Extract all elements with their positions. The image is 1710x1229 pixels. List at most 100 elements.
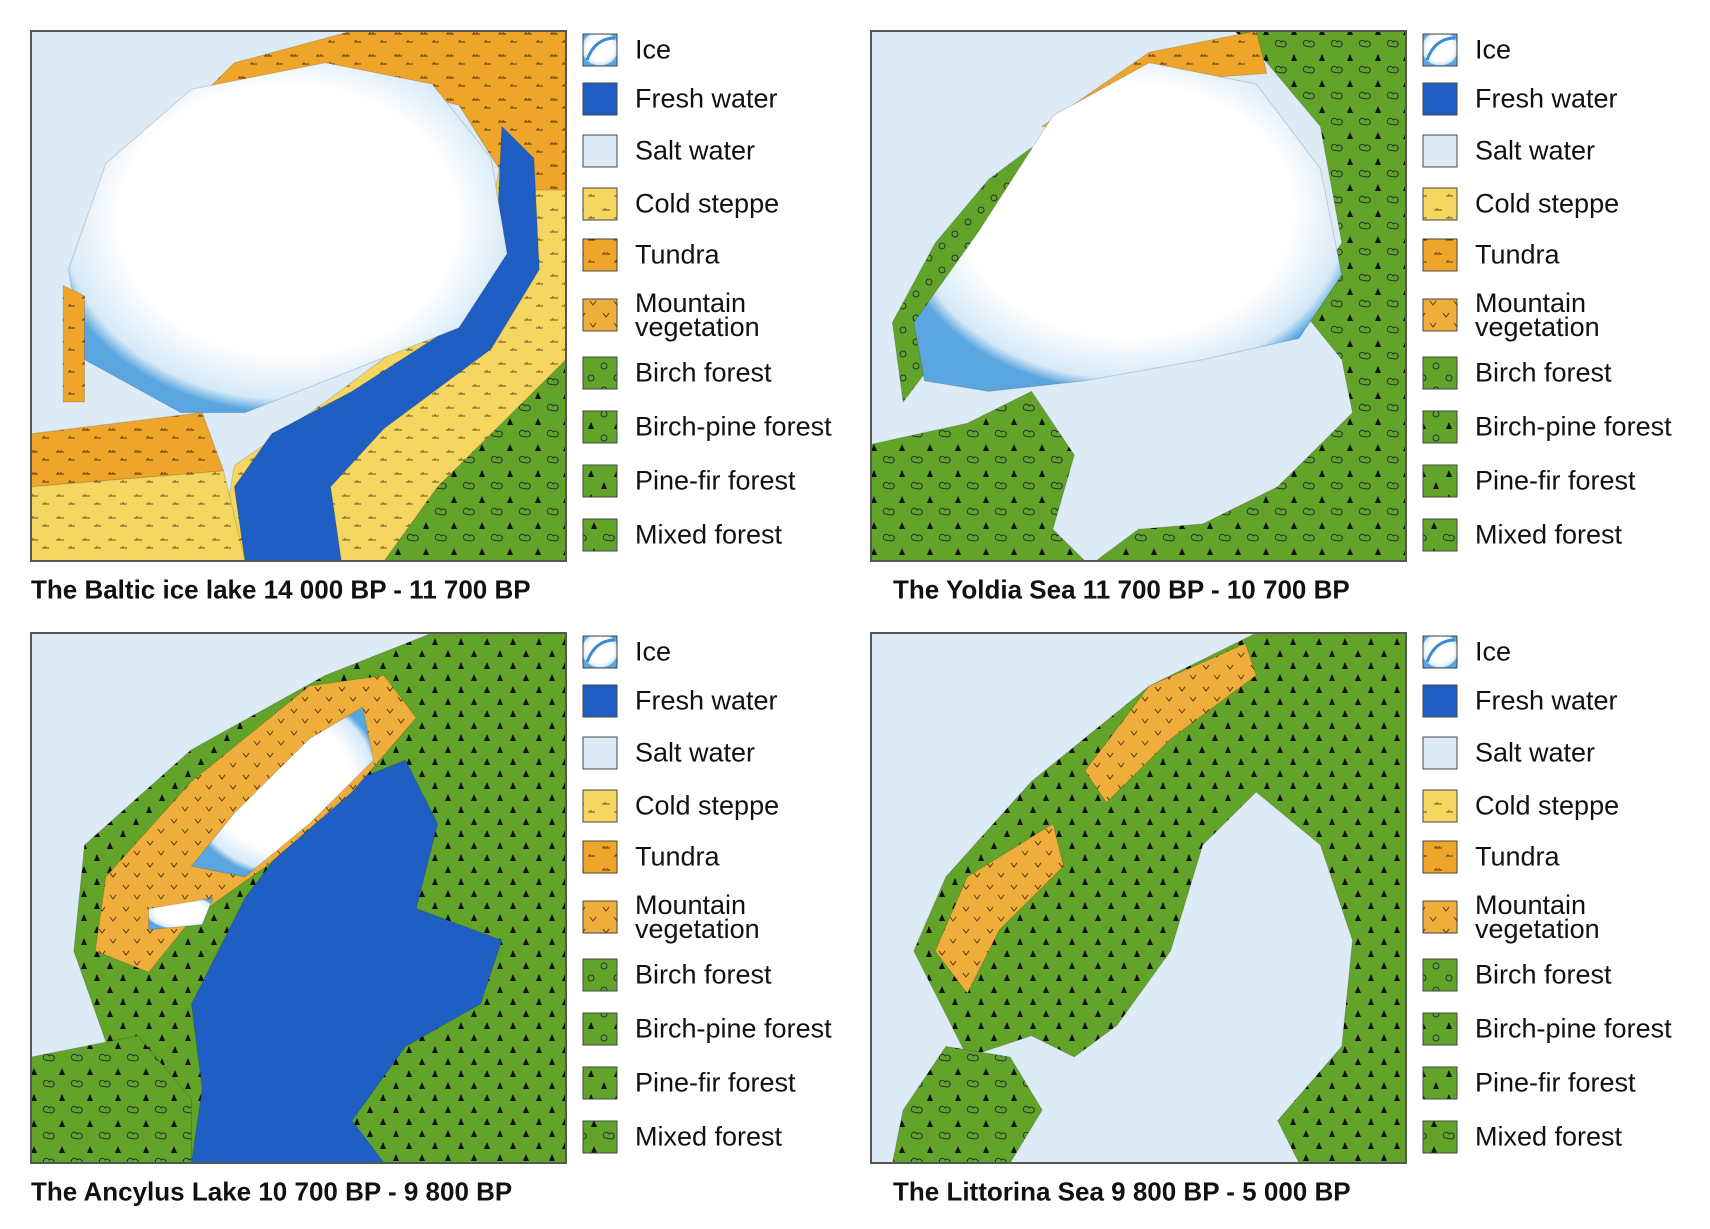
legend-swatch [1422, 356, 1458, 390]
legend-label: Birch forest [1475, 357, 1612, 388]
legend-swatch [582, 1066, 618, 1100]
legend-label: Birch-pine forest [635, 411, 832, 442]
legend-label: Birch-pine forest [1475, 1013, 1672, 1044]
legend-label: Birch-pine forest [635, 1013, 832, 1044]
legend-label: Tundra [635, 841, 720, 872]
panel-caption: The Littorina Sea 9 800 BP - 5 000 BP [893, 1176, 1351, 1207]
legend-swatch [582, 134, 618, 168]
legend-label: Fresh water [1475, 685, 1618, 716]
map-region [67, 62, 508, 414]
legend-swatch [1422, 958, 1458, 992]
legend-swatch [1422, 518, 1458, 552]
legend-swatch [1422, 187, 1458, 221]
legend-swatch [582, 356, 618, 390]
map-frame [870, 30, 1407, 562]
legend-label: Fresh water [1475, 83, 1618, 114]
legend-swatch [1422, 238, 1458, 272]
panel-caption: The Ancylus Lake 10 700 BP - 9 800 BP [31, 1176, 513, 1207]
map-region [62, 284, 85, 403]
legend-swatch [582, 736, 618, 770]
map-region [1084, 642, 1257, 804]
legend-swatch [1422, 134, 1458, 168]
legend-swatch [582, 1120, 618, 1154]
legend-swatch [1422, 789, 1458, 823]
legend-swatch [582, 1012, 618, 1046]
legend-label: Ice [1475, 636, 1512, 667]
legend-label: Cold steppe [1475, 188, 1620, 219]
legend-swatch [582, 684, 618, 718]
legend-label: Cold steppe [1475, 790, 1620, 821]
legend-label: Mixed forest [635, 519, 783, 550]
map-region [148, 897, 214, 931]
legend-swatch [582, 789, 618, 823]
legend-swatch [582, 82, 618, 116]
legend-label: Salt water [1475, 737, 1596, 768]
legend-swatch [1422, 298, 1458, 332]
legend-swatch [582, 187, 618, 221]
legend-label: Mixed forest [1475, 1121, 1623, 1152]
legend-swatch [1422, 410, 1458, 444]
legend-label: Pine-fir forest [635, 1067, 796, 1098]
legend-swatch [582, 900, 618, 934]
legend-swatch [1422, 840, 1458, 874]
panel-caption: The Baltic ice lake 14 000 BP - 11 700 B… [31, 574, 531, 605]
legend-swatch [582, 958, 618, 992]
legend-label: Tundra [1475, 841, 1560, 872]
map-frame [870, 632, 1407, 1164]
legend-label: Fresh water [635, 83, 778, 114]
map-region [233, 125, 540, 562]
ice-symbol [1425, 638, 1456, 663]
map-region [870, 390, 1087, 562]
map-region [190, 759, 503, 1164]
legend-swatch [582, 464, 618, 498]
legend-label: Pine-fir forest [1475, 465, 1636, 496]
legend-label: Mountain vegetation [1475, 288, 1600, 342]
legend-label: Birch forest [635, 959, 772, 990]
legend-swatch [582, 238, 618, 272]
legend-label: Mountain vegetation [635, 288, 760, 342]
ice-symbol [1425, 36, 1456, 61]
legend-swatch [1422, 736, 1458, 770]
legend-swatch [582, 298, 618, 332]
legend-swatch [582, 518, 618, 552]
panel-caption: The Yoldia Sea 11 700 BP - 10 700 BP [893, 574, 1350, 605]
legend-label: Tundra [635, 239, 720, 270]
legend-label: Tundra [1475, 239, 1560, 270]
legend-label: Ice [635, 34, 672, 65]
legend-label: Ice [1475, 34, 1512, 65]
map-region [934, 823, 1065, 995]
legend-label: Ice [635, 636, 672, 667]
legend-label: Pine-fir forest [635, 465, 796, 496]
legend-label: Mountain vegetation [1475, 890, 1600, 944]
map-region [30, 470, 246, 562]
ice-symbol [585, 36, 616, 61]
ice-symbol [585, 638, 616, 663]
map-region [913, 62, 1343, 392]
legend-label: Cold steppe [635, 790, 780, 821]
legend-swatch [1422, 1066, 1458, 1100]
map-frame [30, 632, 567, 1164]
legend-label: Pine-fir forest [1475, 1067, 1636, 1098]
legend-swatch [1422, 900, 1458, 934]
legend-swatch [1422, 684, 1458, 718]
legend-label: Salt water [635, 737, 756, 768]
legend-label: Birch forest [635, 357, 772, 388]
legend-label: Birch-pine forest [1475, 411, 1672, 442]
legend-swatch [1422, 82, 1458, 116]
legend-label: Mixed forest [1475, 519, 1623, 550]
legend-swatch [1422, 464, 1458, 498]
legend-label: Fresh water [635, 685, 778, 716]
legend-label: Cold steppe [635, 188, 780, 219]
legend-swatch [1422, 1012, 1458, 1046]
legend-swatch [1422, 1120, 1458, 1154]
legend-label: Mountain vegetation [635, 890, 760, 944]
legend-label: Salt water [635, 135, 756, 166]
legend-label: Salt water [1475, 135, 1596, 166]
legend-swatch [582, 410, 618, 444]
map-frame [30, 30, 567, 562]
map-region [190, 706, 374, 878]
legend-label: Birch forest [1475, 959, 1612, 990]
map-region [913, 632, 1407, 1164]
